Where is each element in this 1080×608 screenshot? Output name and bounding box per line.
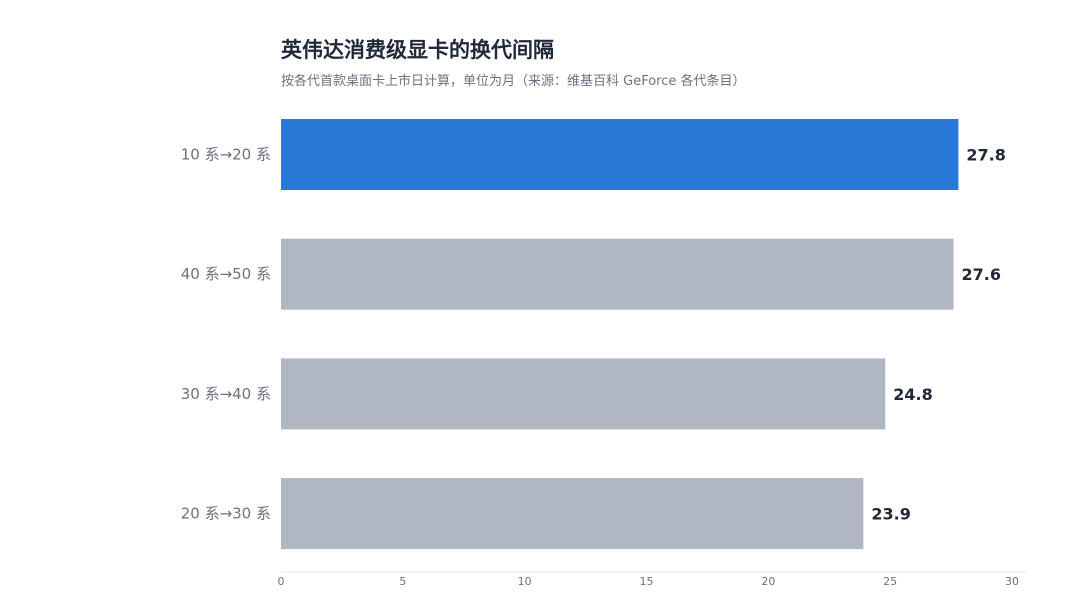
value-label: 27.8 <box>966 146 1005 165</box>
chart-subtitle: 按各代首款桌面卡上市日计算，单位为月（来源：维基百科 GeForce 各代条目） <box>281 74 746 89</box>
x-tick-label: 20 <box>761 575 775 588</box>
value-label: 23.9 <box>871 505 910 524</box>
x-tick-label: 30 <box>1005 575 1019 588</box>
category-label: 20 系→30 系 <box>181 505 271 523</box>
bar <box>281 358 886 430</box>
x-tick-label: 25 <box>883 575 897 588</box>
category-label: 10 系→20 系 <box>181 146 271 164</box>
category-label: 40 系→50 系 <box>181 265 271 283</box>
value-label: 24.8 <box>893 385 932 404</box>
chart-title: 英伟达消费级显卡的换代间隔 <box>281 38 554 62</box>
x-tick-label: 0 <box>278 575 285 588</box>
bar <box>281 478 864 550</box>
category-label: 30 系→40 系 <box>181 385 271 403</box>
x-tick-label: 5 <box>399 575 406 588</box>
value-label: 27.6 <box>962 265 1001 284</box>
x-tick-label: 15 <box>640 575 654 588</box>
x-tick-label: 10 <box>518 575 532 588</box>
bar <box>281 238 954 310</box>
bar <box>281 119 959 190</box>
